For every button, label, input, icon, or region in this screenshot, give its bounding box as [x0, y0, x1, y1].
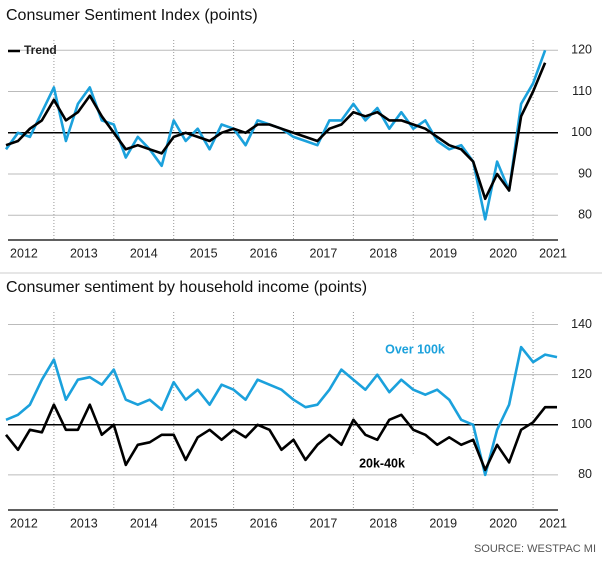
y-tick-label: 80: [578, 208, 592, 222]
y-tick-label: 120: [571, 43, 592, 57]
chart-title: Consumer Sentiment Index (points): [6, 7, 258, 24]
x-tick-label: 2021: [539, 516, 567, 530]
y-tick-label: 80: [578, 467, 592, 481]
x-tick-label: 2015: [190, 516, 218, 530]
y-tick-label: 140: [571, 317, 592, 331]
y-tick-label: 90: [578, 166, 592, 180]
series-label-bg: [352, 455, 416, 473]
x-tick-label: 2020: [489, 516, 517, 530]
x-tick-label: 2012: [10, 246, 38, 260]
series-label: Over 100k: [385, 342, 445, 356]
legend-label: Trend: [24, 43, 57, 57]
x-tick-label: 2017: [310, 246, 338, 260]
x-tick-label: 2018: [369, 516, 397, 530]
y-tick-label: 100: [571, 417, 592, 431]
series-line: [5, 62, 547, 201]
series-line: [4, 403, 557, 472]
x-tick-label: 2014: [130, 516, 158, 530]
source: SOURCE: WESTPAC MI: [474, 543, 596, 555]
x-tick-label: 2013: [70, 246, 98, 260]
x-tick-label: 2017: [310, 516, 338, 530]
y-tick-label: 110: [572, 84, 592, 98]
series-line: [5, 345, 558, 477]
x-tick-label: 2013: [70, 516, 98, 530]
x-tick-label: 2015: [190, 246, 218, 260]
x-tick-label: 2016: [250, 516, 278, 530]
x-tick-label: 2018: [369, 246, 397, 260]
chart-title: Consumer sentiment by household income (…: [6, 279, 367, 296]
x-tick-label: 2019: [429, 246, 457, 260]
y-tick-label: 120: [571, 367, 592, 381]
x-tick-label: 2014: [130, 246, 158, 260]
x-tick-label: 2020: [489, 246, 517, 260]
series-label-bg: [385, 341, 449, 359]
x-tick-label: 2012: [10, 516, 38, 530]
y-tick-label: 100: [571, 125, 592, 139]
x-tick-label: 2019: [429, 516, 457, 530]
series-label: 20k-40k: [359, 456, 405, 470]
x-tick-label: 2016: [250, 246, 278, 260]
x-tick-label: 2021: [539, 246, 567, 260]
